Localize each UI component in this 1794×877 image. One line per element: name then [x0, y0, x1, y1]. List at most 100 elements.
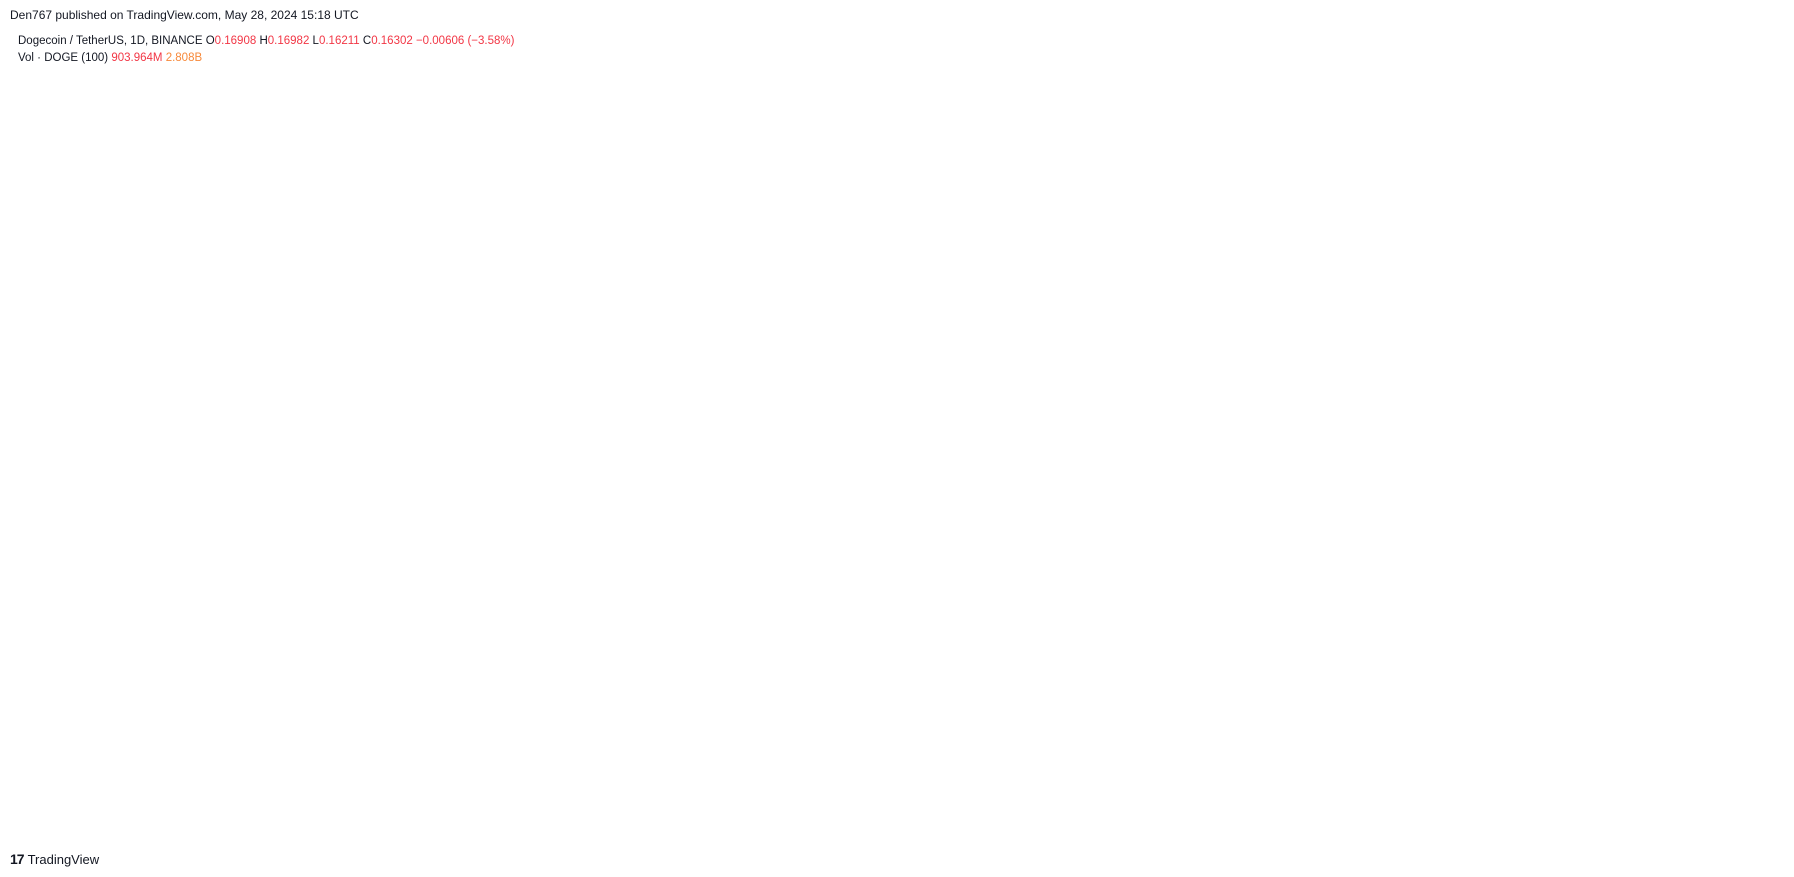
- volume-bar: [219, 688, 226, 813]
- volume-bar: [279, 763, 286, 813]
- candle-body: [680, 611, 686, 685]
- volume-bar: [809, 788, 816, 813]
- volume-bar: [381, 771, 388, 813]
- candle-body: [501, 294, 507, 478]
- candle-body: [757, 514, 763, 576]
- candle-body: [586, 465, 592, 576]
- volume-bar: [732, 791, 739, 813]
- last-price-value: 0.16302: [1723, 423, 1763, 435]
- volume-bar: [373, 775, 380, 813]
- candle-body: [108, 621, 114, 627]
- candles: [14, 0, 849, 832]
- tradingview-logo-text: TradingView: [27, 851, 100, 867]
- volume-bar: [133, 802, 140, 813]
- symbol-legend: Dogecoin / TetherUS, 1D, BINANCE O0.1690…: [18, 35, 514, 47]
- volume-bar: [270, 758, 277, 813]
- last-price-tag-bg: [1714, 420, 1772, 451]
- candle-body: [698, 562, 703, 661]
- volume-bar: [73, 801, 80, 813]
- volume-bar: [210, 703, 217, 813]
- candle-body: [48, 623, 54, 629]
- y-tick-label: 0.16500: [1722, 397, 1766, 411]
- candle-body: [621, 611, 627, 698]
- symbol-name[interactable]: Dogecoin / TetherUS, 1D, BINANCE: [18, 35, 203, 47]
- volume-bar: [458, 773, 465, 813]
- volume-bar: [766, 783, 773, 813]
- candle-body: [244, 453, 250, 455]
- candle-body: [22, 623, 28, 627]
- candle-body: [31, 626, 37, 630]
- candle-body: [603, 587, 609, 600]
- candle-body: [629, 697, 635, 795]
- candle-body: [390, 209, 396, 258]
- candle-body: [133, 626, 139, 630]
- candle-body: [219, 196, 225, 539]
- y-tick-label: 0.17500: [1722, 275, 1766, 289]
- volume-bar: [398, 768, 405, 813]
- candle-body: [663, 416, 669, 490]
- candle-body: [39, 623, 45, 630]
- candle-body: [535, 575, 541, 612]
- candle-body: [432, 148, 438, 319]
- candle-body: [330, 550, 336, 698]
- change-value: −0.00606 (−3.58%): [415, 35, 515, 47]
- volume-label[interactable]: Vol · DOGE (100): [18, 52, 109, 64]
- x-tick-label: 15: [525, 821, 539, 835]
- x-tick-label: Apr: [421, 821, 440, 835]
- volume-ma-tag-text: 2.808B: [1726, 764, 1761, 776]
- volume-bar: [321, 743, 328, 813]
- candle-body: [518, 465, 524, 563]
- volume-bar: [193, 713, 200, 813]
- candle-body: [749, 514, 755, 576]
- candle-body: [415, 26, 421, 75]
- x-tick-label: 12: [1408, 821, 1422, 835]
- volume-ma-tag: 2.808B: [1714, 761, 1772, 777]
- volume-bar: [22, 804, 29, 813]
- candle-body: [792, 343, 798, 417]
- candle-body: [450, 245, 456, 283]
- candle-body: [304, 282, 310, 405]
- volume-bar: [783, 791, 790, 813]
- y-tick-label: 0.14000: [1722, 702, 1766, 716]
- volume-bar: [116, 804, 123, 813]
- candle-body: [356, 514, 361, 551]
- candle-body: [227, 196, 233, 551]
- volume-bar: [39, 804, 46, 813]
- candle-body: [723, 611, 729, 698]
- candle-body: [715, 672, 721, 698]
- volume-bar: [31, 803, 38, 813]
- y-tick-label: 0.19500: [1722, 31, 1766, 45]
- candle-body: [783, 416, 789, 600]
- volume-bar: [424, 753, 431, 813]
- volume-bar: [56, 803, 63, 813]
- volume-bar: [125, 803, 132, 813]
- candle-body: [73, 626, 79, 630]
- volume-bar: [82, 800, 89, 813]
- y-tick-label: 0.17000: [1722, 336, 1766, 350]
- volume-bar: [415, 758, 422, 813]
- volume-bar: [826, 778, 833, 813]
- high-label: H: [259, 35, 268, 47]
- volume-bar: [202, 698, 209, 813]
- volume-bar: [646, 778, 653, 813]
- volume-bar: [535, 778, 542, 813]
- volume-bar: [467, 771, 474, 813]
- volume-bar: [159, 795, 166, 813]
- volume-bar: [800, 793, 807, 813]
- candle-body: [236, 453, 242, 551]
- volume-bar: [356, 778, 362, 813]
- line-price-tag-bg: [1714, 448, 1772, 465]
- volume-bar: [586, 758, 593, 813]
- volume-bar: [621, 775, 628, 813]
- candle-body: [809, 416, 815, 454]
- candle-body: [159, 623, 165, 632]
- candle-body: [56, 628, 62, 637]
- candle-body: [441, 282, 447, 319]
- volume-bar: [390, 765, 397, 813]
- y-tick-label: 0.15000: [1722, 580, 1766, 594]
- replay-lightning-icon: [844, 791, 865, 811]
- volume-bar: [108, 801, 115, 813]
- volume-bar: [90, 802, 97, 813]
- tradingview-logo[interactable]: 17 TradingView: [10, 851, 99, 867]
